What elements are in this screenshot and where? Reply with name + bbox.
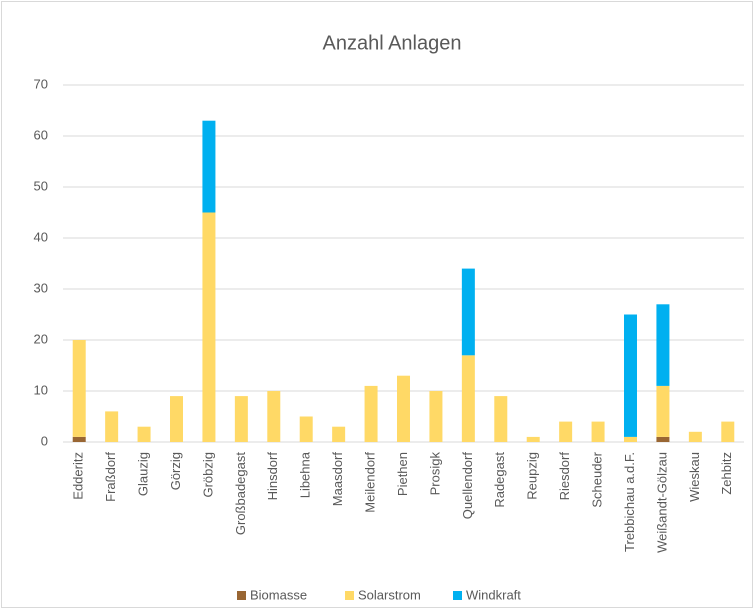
y-tick-label: 30 [34,280,48,295]
bar-segment [526,436,540,442]
x-tick-label: Riesdorf [557,452,572,501]
bar-segment [721,421,735,442]
bar-segment [299,416,313,442]
legend-label: Biomasse [250,587,307,602]
x-tick-label: Edderitz [71,452,86,500]
y-tick-label: 20 [34,331,48,346]
bar-segment [656,436,670,442]
y-tick-label: 70 [34,76,48,91]
bar-segment [72,340,86,437]
bar-segment [137,426,151,442]
bar-segment [461,268,475,356]
x-tick-label: Trebbichau a.d.F. [622,452,637,552]
x-tick-label: Prosigk [427,452,442,496]
x-tick-label: Radegast [492,452,507,508]
x-tick-label: Görzig [168,452,183,490]
x-tick-label: Wieskau [687,452,702,502]
x-tick-label: Quellendorf [460,452,475,520]
bar-segment [202,212,216,442]
x-tick-label: Scheuder [590,451,605,507]
y-tick-label: 10 [34,382,48,397]
x-tick-label: Piethen [395,452,410,496]
y-tick-label: 0 [41,433,48,448]
bar-segment [559,421,573,442]
bar-segment [72,436,86,442]
y-tick-label: 40 [34,229,48,244]
x-tick-label: Großbadegast [233,452,248,535]
bar-segment [234,396,248,442]
bar-segment [267,391,281,442]
bar-segment [461,355,475,442]
bar-segment [332,426,346,442]
bar-segment [591,421,605,442]
x-tick-label: Fraßdorf [103,452,118,502]
x-tick-label: Hinsdorf [265,452,280,501]
bar-segment [105,411,119,442]
legend-swatch [345,591,354,600]
x-tick-label: Glauzig [136,452,151,496]
x-tick-label: Maasdorf [330,452,345,507]
bar-segment [170,396,183,442]
legend-label: Solarstrom [358,587,421,602]
bar-segment [429,391,443,442]
x-tick-label: Weißandt-Gölzau [654,452,669,553]
legend-label: Windkraft [466,587,521,602]
bar-segment [688,431,702,442]
bar-segment [202,120,216,213]
x-tick-label: Gröbzig [200,452,215,498]
x-tick-label: Libehna [298,451,313,498]
bar-segment [624,314,637,437]
bar-segment [624,436,637,442]
legend-swatch [237,591,246,600]
x-tick-label: Reupzig [525,452,540,500]
x-tick-label: Zehbitz [719,452,734,495]
y-tick-label: 60 [34,127,48,142]
chart-title: Anzahl Anlagen [322,32,461,54]
bar-segment [397,375,410,442]
bar-segment [364,385,378,442]
bar-segment [494,396,508,442]
y-tick-label: 50 [34,178,48,193]
bar-segment [656,385,670,437]
x-tick-label: Meilendorf [363,452,378,513]
legend-swatch [453,591,462,600]
bar-segment [656,304,670,386]
